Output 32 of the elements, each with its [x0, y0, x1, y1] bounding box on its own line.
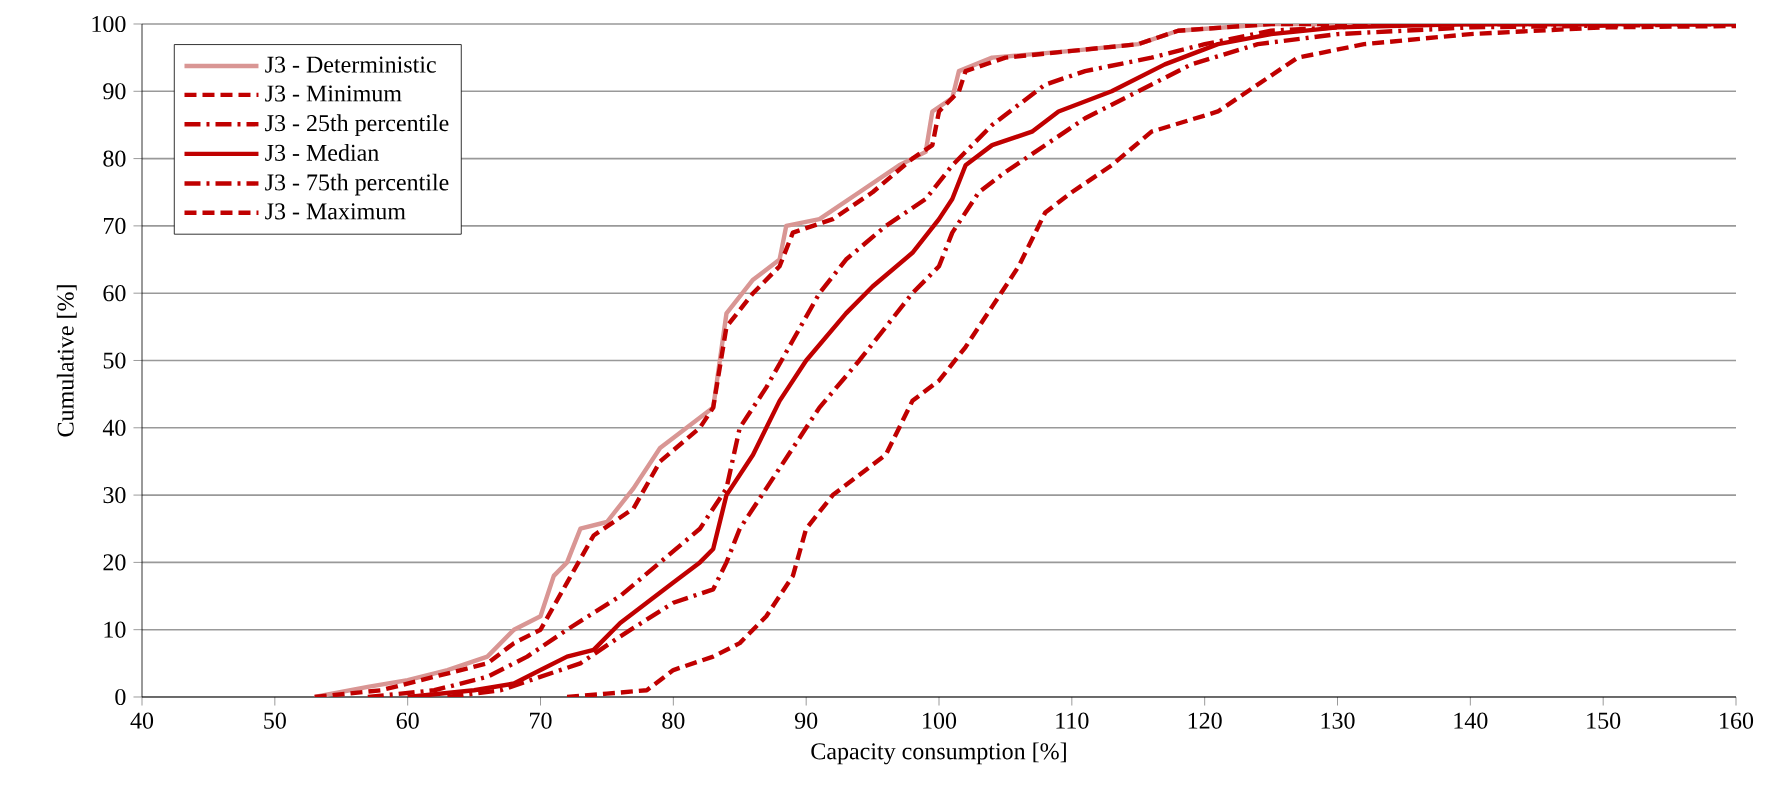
- y-tick-label: 10: [104, 621, 126, 638]
- x-tick-label: 140: [1454, 712, 1488, 729]
- y-tick-label: 80: [103, 150, 126, 167]
- x-tick-label: 120: [1188, 712, 1222, 729]
- x-tick-label: 70: [530, 712, 552, 729]
- legend-label: J3 - 25th percentile: [265, 114, 449, 137]
- x-tick-label: 110: [1056, 712, 1089, 729]
- x-axis-title: Capacity consumption [%]: [811, 742, 1066, 765]
- x-tick-label: 80: [662, 712, 685, 729]
- y-tick-label: 60: [103, 285, 126, 302]
- y-tick-label: 40: [102, 419, 126, 436]
- x-tick-label: 60: [396, 712, 419, 729]
- y-axis-title: Cumulative [%]: [56, 285, 77, 437]
- x-tick-label: 90: [794, 712, 818, 729]
- legend-label: J3 - Maximum: [265, 203, 406, 220]
- x-tick-label: 130: [1321, 712, 1355, 729]
- legend-label: J3 - 75th percentile: [265, 173, 449, 196]
- y-tick-label: 50: [103, 352, 126, 369]
- x-tick-label: 160: [1720, 712, 1754, 729]
- y-tick-label: 0: [115, 688, 126, 706]
- legend-label: J3 - Minimum: [265, 85, 402, 102]
- y-tick-label: 100: [92, 15, 126, 33]
- x-tick-label: 50: [264, 712, 286, 729]
- y-tick-label: 30: [103, 486, 126, 504]
- y-tick-label: 90: [103, 83, 126, 100]
- x-tick-label: 40: [130, 712, 154, 729]
- x-tick-label: 150: [1587, 712, 1621, 729]
- y-tick-label: 70: [103, 217, 126, 234]
- y-tick-label: 20: [103, 554, 126, 571]
- legend-label: J3 - Median: [265, 144, 379, 161]
- legend-label: J3 - Deterministic: [265, 56, 436, 73]
- x-tick-label: 100: [923, 712, 957, 729]
